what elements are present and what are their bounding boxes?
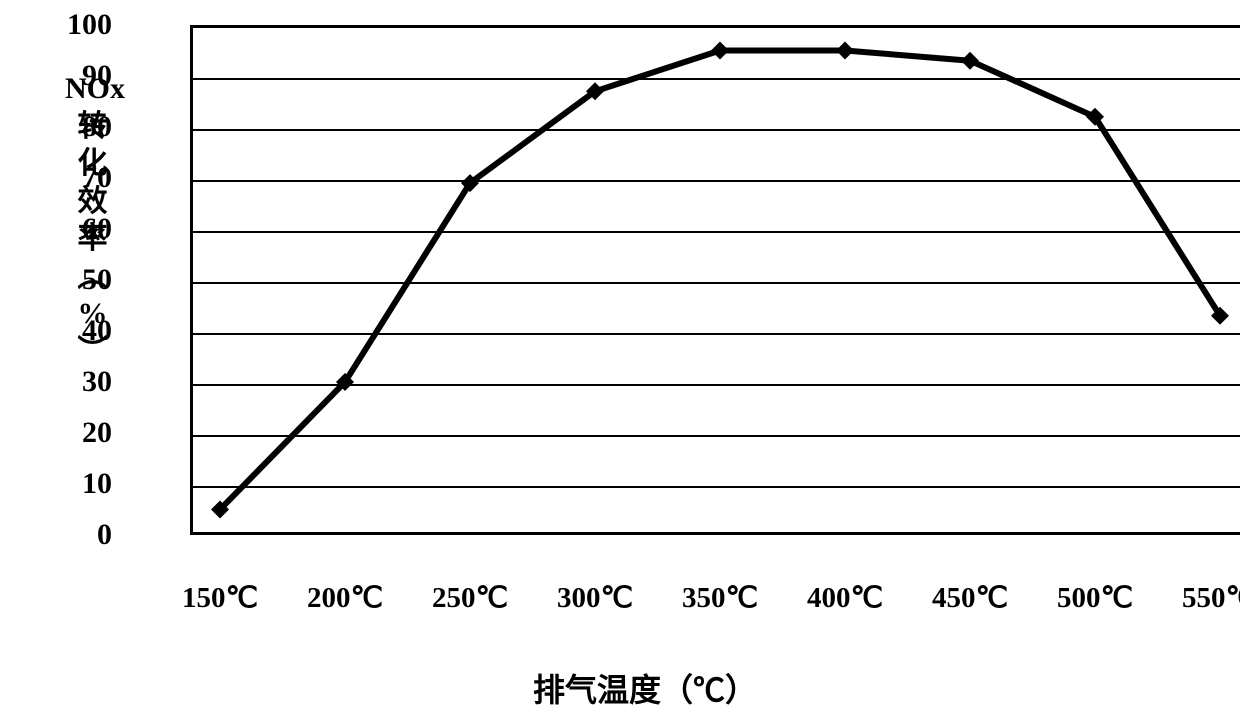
y-tick-label: 80 [42, 110, 112, 144]
x-axis-label: 排气温度（℃） [60, 665, 1230, 711]
gridline [193, 333, 1240, 335]
y-tick-label: 40 [42, 314, 112, 348]
x-tick-label: 550℃ [1182, 580, 1240, 615]
x-tick-label: 250℃ [432, 580, 508, 615]
x-tick-label: 200℃ [307, 580, 383, 615]
x-tick-label: 150℃ [182, 580, 258, 615]
y-tick-label: 10 [42, 467, 112, 501]
plot-area [190, 25, 1240, 535]
gridline [193, 78, 1240, 80]
gridline [193, 231, 1240, 233]
gridline [193, 180, 1240, 182]
gridline [193, 282, 1240, 284]
x-tick-label: 300℃ [557, 580, 633, 615]
y-tick-label: 90 [42, 59, 112, 93]
y-tick-label: 20 [42, 416, 112, 450]
x-tick-label: 400℃ [807, 580, 883, 615]
gridline [193, 384, 1240, 386]
y-tick-label: 60 [42, 212, 112, 246]
gridline [193, 129, 1240, 131]
x-tick-label: 450℃ [932, 580, 1008, 615]
gridline [193, 486, 1240, 488]
chart-container: NOx转化效率︵%︶ 排气温度（℃） 010203040506070809010… [60, 10, 1230, 700]
y-tick-label: 50 [42, 263, 112, 297]
y-tick-label: 100 [42, 8, 112, 42]
y-tick-label: 30 [42, 365, 112, 399]
y-tick-label: 0 [42, 518, 112, 552]
x-tick-label: 350℃ [682, 580, 758, 615]
gridline [193, 435, 1240, 437]
y-tick-label: 70 [42, 161, 112, 195]
x-tick-label: 500℃ [1057, 580, 1133, 615]
